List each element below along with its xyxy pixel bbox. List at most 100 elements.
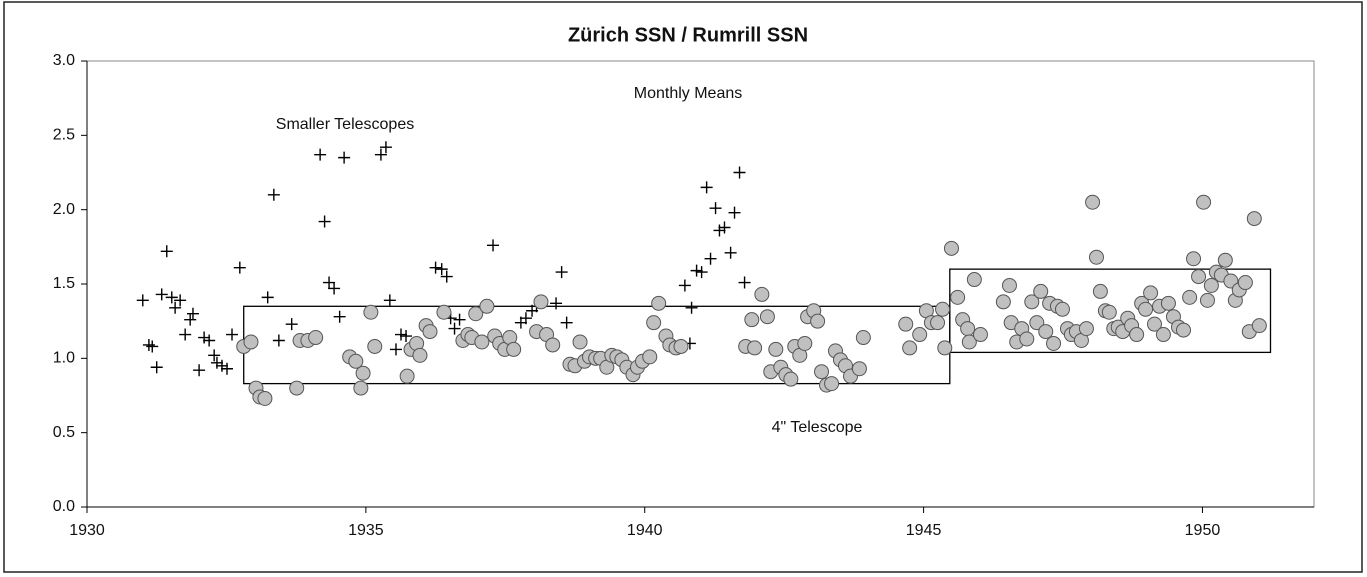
plus-marker (453, 313, 466, 326)
circle-marker (1160, 295, 1176, 311)
circle-marker (744, 312, 760, 328)
circle-marker (1085, 194, 1101, 210)
circle-marker (960, 321, 976, 337)
circle-marker (851, 361, 867, 377)
circle-marker (436, 304, 452, 320)
circle-marker (673, 338, 689, 354)
plus-marker (690, 264, 703, 277)
circle-marker (1101, 304, 1117, 320)
plus-marker (198, 331, 211, 344)
plus-marker (174, 294, 187, 307)
plus-marker (318, 215, 331, 228)
plus-marker (186, 307, 199, 320)
circle-marker (814, 364, 830, 380)
plus-marker (685, 301, 698, 314)
circle-marker (810, 313, 826, 329)
circle-marker (348, 353, 364, 369)
circle-marker (930, 315, 946, 331)
circle-marker (1088, 249, 1104, 265)
annotation: Monthly Means (634, 85, 743, 102)
plus-marker (448, 322, 461, 335)
circle-marker (1033, 283, 1049, 299)
y-tick-label: 2.5 (53, 127, 75, 144)
plus-marker (333, 310, 346, 323)
circle-marker (533, 294, 549, 310)
plus-marker (389, 343, 402, 356)
plus-marker (550, 297, 563, 310)
plus-marker (383, 294, 396, 307)
plus-marker (718, 221, 731, 234)
circle-marker (1054, 301, 1070, 317)
chart-frame (3, 1, 1363, 573)
plus-marker (678, 279, 691, 292)
plus-marker (374, 148, 387, 161)
plus-marker (400, 330, 413, 343)
annotation: Smaller Telescopes (276, 116, 414, 133)
circle-marker (972, 327, 988, 343)
plus-marker (328, 282, 341, 295)
circle-marker (1186, 251, 1202, 267)
circle-marker (646, 315, 662, 331)
y-tick-label: 0.0 (53, 498, 75, 515)
plus-marker (136, 294, 149, 307)
x-tick-label: 1950 (1185, 522, 1221, 539)
circle-marker (1182, 289, 1198, 305)
plus-marker (700, 181, 713, 194)
x-tick-label: 1940 (627, 522, 663, 539)
plus-marker (440, 270, 453, 283)
plus-marker (695, 266, 708, 279)
plus-marker (704, 252, 717, 265)
plus-marker (487, 239, 500, 252)
plus-marker (395, 328, 407, 341)
circle-marker (651, 295, 667, 311)
circle-marker (797, 335, 813, 351)
y-tick-label: 1.5 (53, 275, 75, 292)
plus-marker (272, 334, 285, 347)
circle-marker (474, 334, 490, 350)
circle-marker (855, 330, 871, 346)
plus-marker (215, 359, 228, 372)
circle-marker (768, 341, 784, 357)
circle-marker (257, 390, 273, 406)
plus-marker (193, 364, 206, 377)
circle-marker (1143, 285, 1159, 301)
plus-marker (203, 334, 216, 347)
circle-marker (1024, 294, 1040, 310)
plus-marker (429, 261, 442, 274)
plus-marker (560, 316, 573, 329)
circle-marker (754, 286, 770, 302)
circle-marker (1217, 252, 1233, 268)
plus-marker (155, 288, 168, 301)
circle-marker (1078, 321, 1094, 337)
circle-marker (1138, 301, 1154, 317)
circle-marker (412, 347, 428, 363)
circle-marker (1237, 275, 1253, 291)
plus-marker (285, 318, 298, 331)
plus-marker (220, 362, 233, 375)
circle-marker (966, 272, 982, 288)
circle-marker (1196, 194, 1212, 210)
circle-marker (783, 371, 799, 387)
plus-marker (169, 301, 182, 314)
circle-marker (1191, 269, 1207, 285)
circle-marker (642, 349, 658, 365)
circle-marker (1155, 327, 1171, 343)
plus-marker (555, 266, 568, 279)
plus-marker (146, 340, 159, 353)
circle-marker (468, 306, 484, 322)
circle-marker (1019, 331, 1035, 347)
circle-marker (1129, 327, 1145, 343)
circle-marker (479, 298, 495, 314)
y-tick-label: 2.0 (53, 201, 75, 218)
circle-marker (572, 334, 588, 350)
x-tick-label: 1930 (69, 522, 105, 539)
plus-marker (728, 206, 741, 219)
plus-marker (519, 312, 532, 325)
plus-marker (261, 291, 274, 304)
plus-marker (160, 245, 173, 258)
x-tick-label: 1945 (906, 522, 942, 539)
plus-marker (323, 276, 336, 289)
plus-marker (379, 141, 392, 154)
y-tick-label: 1.0 (53, 350, 75, 367)
